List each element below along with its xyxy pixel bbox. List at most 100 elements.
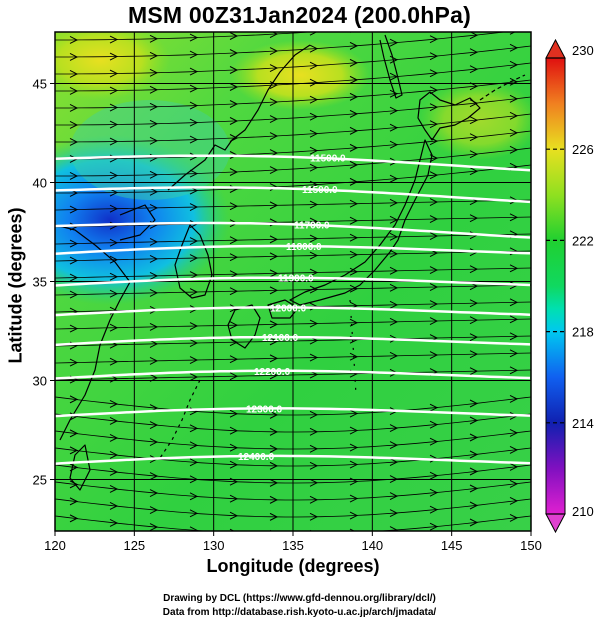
wind-arrow [429,437,439,446]
wind-arrow [189,373,199,382]
wind-arrow [429,317,439,325]
wind-arrow [269,461,279,470]
colorbar: 230 226 222 218 214 210 [545,38,594,534]
wind-arrow [229,253,239,262]
wind-arrow [109,35,119,44]
wind-arrow [510,530,511,531]
wind-arrow [109,467,119,476]
wind-arrow [69,70,79,78]
height-contour [55,369,531,380]
wind-arrow [229,372,239,381]
wind-arrow [469,450,479,459]
wind-arrow [349,443,359,452]
wind-arrow [229,477,239,486]
height-contours: 11500.0 11500.0 11700.0 11800.0 11900.0 12000… [55,154,531,465]
wind-arrow [189,356,199,365]
wind-arrow [189,271,199,280]
wind-arrow [109,171,119,180]
contour-label: 11900.0 [278,274,314,285]
wind-arrow [429,171,439,180]
wind-arrow [109,120,119,129]
wind-arrow [229,32,239,40]
colorbar-tick-label: 230 [572,43,594,58]
wind-arrow [349,318,359,327]
streamline [55,164,531,194]
wind-arrow [389,526,399,531]
wind-arrow [109,272,119,281]
streamline [55,267,531,279]
wind-arrow [269,371,279,380]
y-tick-label: 40 [33,175,47,190]
wind-arrow [469,214,479,223]
wind-arrow [469,299,479,308]
wind-arrow [429,198,439,206]
wind-arrow [429,215,439,223]
contour-label: 12100.0 [262,333,299,344]
wind-arrow [189,339,199,348]
wind-arrow [509,366,519,375]
wind-arrow [109,484,119,493]
wind-arrow [389,509,399,518]
wind-arrow [69,53,79,61]
wind-arrow [389,106,399,115]
wind-arrow [389,38,399,47]
wind-arrow [309,268,319,277]
wind-arrow [149,254,159,263]
wind-arrow [309,444,319,453]
wind-arrow [429,351,439,359]
wind-arrow [109,188,119,197]
height-contour [55,276,531,287]
wind-arrow [229,49,239,57]
wind-arrow [189,509,199,518]
wind-arrow [469,32,479,40]
wind-arrow [309,461,319,470]
wind-arrow [349,267,359,276]
wind-arrow [109,433,119,442]
wind-arrow [149,421,159,429]
contour-label: 12400.0 [238,452,275,463]
streamline [55,45,531,75]
wind-arrow [349,426,359,435]
wind-arrow [469,82,479,91]
wind-arrow [149,203,159,212]
wind-arrow [149,68,159,77]
wind-arrow [429,120,439,129]
wind-arrow [309,146,319,155]
streamline [55,199,531,211]
credit-dcl: Drawing by DCL (https://www.gfd-dennou.o… [163,593,436,604]
wind-arrow [109,255,119,264]
wind-arrow [309,180,319,189]
wind-arrow [509,298,519,307]
wind-arrow [469,167,479,176]
wind-arrow [349,216,359,225]
wind-arrow [69,324,79,333]
wind-arrow [509,111,519,120]
wind-arrow [509,513,519,522]
wind-arrow [229,168,239,176]
wind-arrow [269,235,279,244]
wind-arrow [189,118,199,127]
wind-arrow [509,394,519,403]
wind-arrow [509,213,519,222]
wind-arrow [429,35,439,44]
wind-arrow [309,495,319,504]
colorbar-tick-label: 214 [572,416,594,431]
wind-arrow [229,443,239,452]
wind-arrow [309,112,319,121]
wind-arrow [69,256,79,265]
wind-arrow [509,332,519,341]
streamline [55,498,531,518]
wind-arrow [69,395,79,404]
streamline [55,464,531,484]
wind-arrow [269,427,279,436]
height-contour [55,407,531,418]
wind-arrow [349,511,359,520]
wind-arrow [149,271,159,280]
wind-arrow [349,41,359,50]
streamline [55,216,531,228]
wind-arrow [149,373,159,382]
wind-arrow [189,50,199,59]
wind-arrow [390,22,397,29]
wind-arrow [69,205,79,214]
